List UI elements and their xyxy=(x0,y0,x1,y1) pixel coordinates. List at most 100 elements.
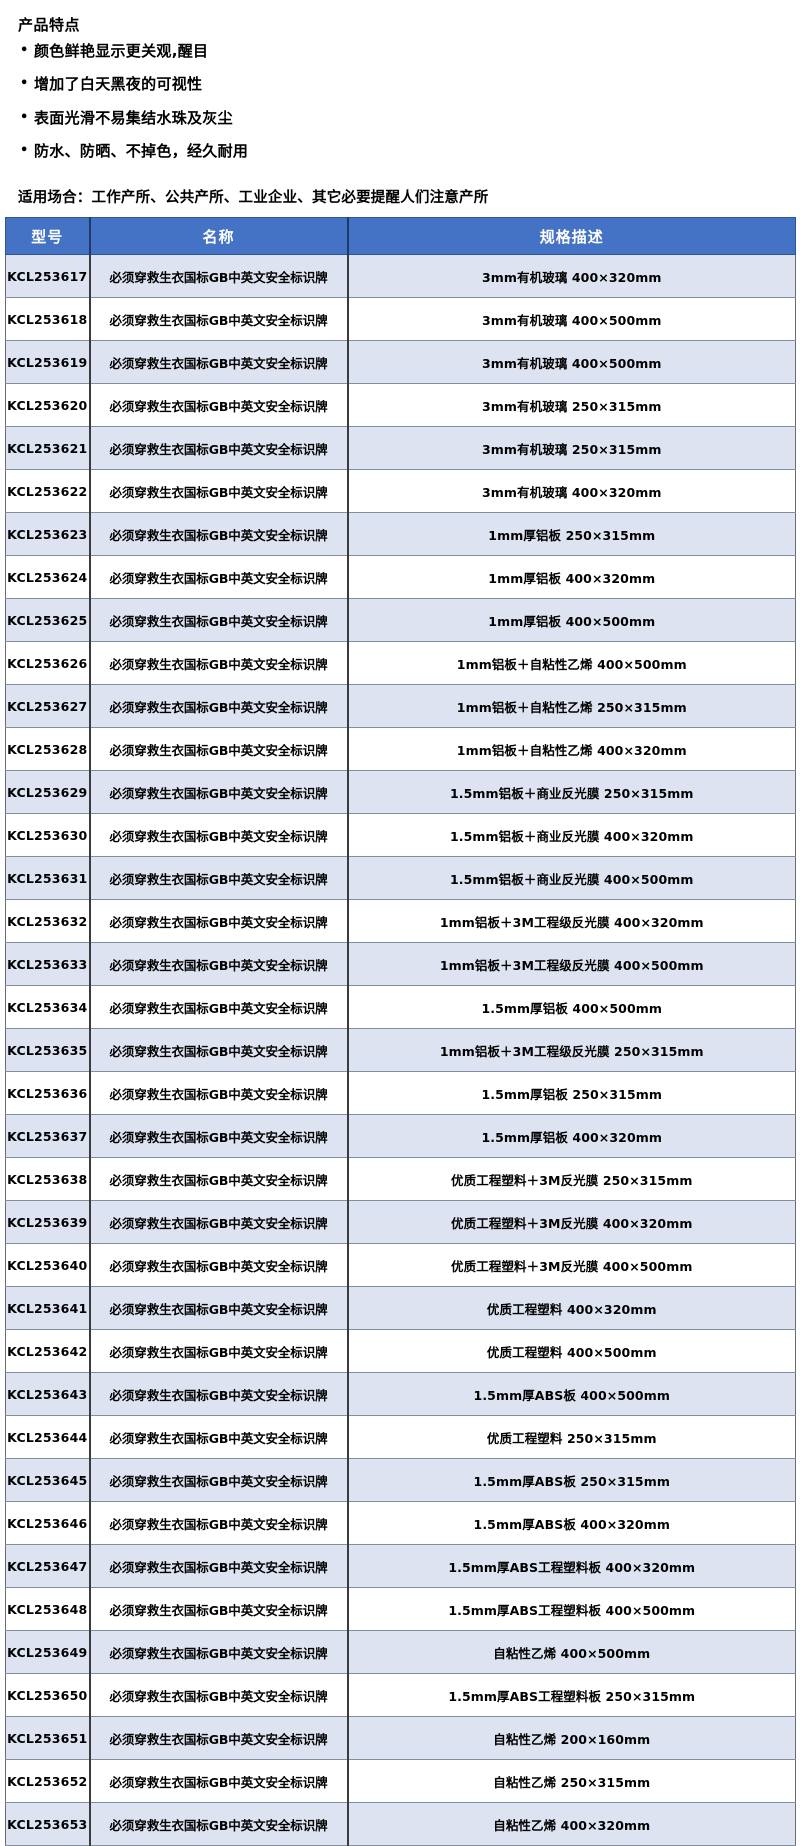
cell-model-number: KCL253646 xyxy=(5,1501,91,1546)
cell-specification: 1mm铝板＋自粘性乙烯 250×315mm xyxy=(347,684,796,729)
cell-model-number: KCL253627 xyxy=(5,684,91,729)
cell-model-number: KCL253644 xyxy=(5,1415,91,1460)
table-row: KCL253645 必须穿救生衣国标GB中英文安全标识牌 1.5mm厚ABS板 25… xyxy=(5,1458,796,1503)
spec-table-container: 型号 名称 规格描述 KCL253617 必须穿救生衣国标GB中英文安全标识牌 3m… xyxy=(0,217,800,1846)
table-row: KCL253640 必须穿救生衣国标GB中英文安全标识牌 优质工程塑料＋3M反光膜 … xyxy=(5,1243,796,1288)
cell-specification: 自粘性乙烯 250×315mm xyxy=(347,1759,796,1804)
cell-model-number: KCL253629 xyxy=(5,770,91,815)
table-row: KCL253635 必须穿救生衣国标GB中英文安全标识牌 1mm铝板＋3M工程级反光… xyxy=(5,1028,796,1073)
feature-item: • 增加了白天黑夜的可视性 xyxy=(18,76,800,93)
cell-product-name: 必须穿救生衣国标GB中英文安全标识牌 xyxy=(89,856,349,901)
cell-product-name: 必须穿救生衣国标GB中英文安全标识牌 xyxy=(89,254,349,299)
product-features-section: 产品特点 • 颜色鲜艳显示更关观,醒目 • 增加了白天黑夜的可视性 • 表面光滑不易集结水… xyxy=(0,0,800,160)
feature-item: • 防水、防晒、不掉色，经久耐用 xyxy=(18,141,800,160)
cell-specification: 1mm铝板＋自粘性乙烯 400×320mm xyxy=(347,727,796,772)
table-row: KCL253620 必须穿救生衣国标GB中英文安全标识牌 3mm有机玻璃 250×3… xyxy=(5,383,796,428)
table-row: KCL253651 必须穿救生衣国标GB中英文安全标识牌 自粘性乙烯 200×160… xyxy=(5,1716,796,1761)
cell-model-number: KCL253617 xyxy=(5,254,91,299)
feature-item-label: 颜色鲜艳显示更关观,醒目 xyxy=(34,42,209,60)
table-row: KCL253648 必须穿救生衣国标GB中英文安全标识牌 1.5mm厚ABS工程塑料… xyxy=(5,1587,796,1632)
cell-specification: 1mm厚铝板 250×315mm xyxy=(347,512,796,557)
table-row: KCL253652 必须穿救生衣国标GB中英文安全标识牌 自粘性乙烯 250×315… xyxy=(5,1759,796,1804)
column-header-name: 名称 xyxy=(89,217,349,256)
cell-specification: 3mm有机玻璃 400×320mm xyxy=(347,254,796,299)
cell-product-name: 必须穿救生衣国标GB中英文安全标识牌 xyxy=(89,1415,349,1460)
table-row: KCL253642 必须穿救生衣国标GB中英文安全标识牌 优质工程塑料 400×50… xyxy=(5,1329,796,1374)
cell-specification: 1.5mm厚铝板 400×500mm xyxy=(347,985,796,1030)
cell-model-number: KCL253650 xyxy=(5,1673,91,1718)
cell-product-name: 必须穿救生衣国标GB中英文安全标识牌 xyxy=(89,512,349,557)
cell-specification: 1.5mm厚ABS板 400×320mm xyxy=(347,1501,796,1546)
cell-specification: 自粘性乙烯 400×320mm xyxy=(347,1802,796,1846)
cell-product-name: 必须穿救生衣国标GB中英文安全标识牌 xyxy=(89,1157,349,1202)
cell-model-number: KCL253638 xyxy=(5,1157,91,1202)
cell-specification: 1.5mm厚ABS工程塑料板 400×320mm xyxy=(347,1544,796,1589)
cell-specification: 1mm铝板＋3M工程级反光膜 400×320mm xyxy=(347,899,796,944)
table-row: KCL253627 必须穿救生衣国标GB中英文安全标识牌 1mm铝板＋自粘性乙烯 2… xyxy=(5,684,796,729)
cell-model-number: KCL253643 xyxy=(5,1372,91,1417)
table-row: KCL253641 必须穿救生衣国标GB中英文安全标识牌 优质工程塑料 400×32… xyxy=(5,1286,796,1331)
cell-product-name: 必须穿救生衣国标GB中英文安全标识牌 xyxy=(89,1716,349,1761)
spec-table-body: KCL253617 必须穿救生衣国标GB中英文安全标识牌 3mm有机玻璃 400×3… xyxy=(5,254,796,1846)
table-row: KCL253650 必须穿救生衣国标GB中英文安全标识牌 1.5mm厚ABS工程塑料… xyxy=(5,1673,796,1718)
table-row: KCL253631 必须穿救生衣国标GB中英文安全标识牌 1.5mm铝板＋商业反光膜… xyxy=(5,856,796,901)
cell-specification: 1.5mm铝板＋商业反光膜 400×500mm xyxy=(347,856,796,901)
cell-product-name: 必须穿救生衣国标GB中英文安全标识牌 xyxy=(89,1587,349,1632)
features-heading: 产品特点 xyxy=(18,16,81,34)
table-row: KCL253625 必须穿救生衣国标GB中英文安全标识牌 1mm厚铝板 400×50… xyxy=(5,598,796,643)
cell-specification: 1.5mm厚ABS工程塑料板 250×315mm xyxy=(347,1673,796,1718)
cell-specification: 1mm铝板＋3M工程级反光膜 400×500mm xyxy=(347,942,796,987)
table-row: KCL253626 必须穿救生衣国标GB中英文安全标识牌 1mm铝板＋自粘性乙烯 4… xyxy=(5,641,796,686)
cell-specification: 1mm铝板＋3M工程级反光膜 250×315mm xyxy=(347,1028,796,1073)
cell-model-number: KCL253628 xyxy=(5,727,91,772)
cell-model-number: KCL253623 xyxy=(5,512,91,557)
cell-product-name: 必须穿救生衣国标GB中英文安全标识牌 xyxy=(89,1501,349,1546)
table-row: KCL253628 必须穿救生衣国标GB中英文安全标识牌 1mm铝板＋自粘性乙烯 4… xyxy=(5,727,796,772)
cell-specification: 1.5mm厚铝板 400×320mm xyxy=(347,1114,796,1159)
cell-model-number: KCL253621 xyxy=(5,426,91,471)
cell-product-name: 必须穿救生衣国标GB中英文安全标识牌 xyxy=(89,899,349,944)
table-row: KCL253617 必须穿救生衣国标GB中英文安全标识牌 3mm有机玻璃 400×3… xyxy=(5,254,796,299)
cell-product-name: 必须穿救生衣国标GB中英文安全标识牌 xyxy=(89,469,349,514)
cell-model-number: KCL253642 xyxy=(5,1329,91,1374)
feature-item-label: 防水、防晒、不掉色，经久耐用 xyxy=(34,141,249,160)
cell-specification: 1.5mm铝板＋商业反光膜 250×315mm xyxy=(347,770,796,815)
cell-product-name: 必须穿救生衣国标GB中英文安全标识牌 xyxy=(89,1243,349,1288)
table-row: KCL253636 必须穿救生衣国标GB中英文安全标识牌 1.5mm厚铝板 250×… xyxy=(5,1071,796,1116)
cell-model-number: KCL253635 xyxy=(5,1028,91,1073)
bullet-icon: • xyxy=(20,43,29,58)
cell-model-number: KCL253619 xyxy=(5,340,91,385)
cell-product-name: 必须穿救生衣国标GB中英文安全标识牌 xyxy=(89,1114,349,1159)
cell-product-name: 必须穿救生衣国标GB中英文安全标识牌 xyxy=(89,1286,349,1331)
cell-specification: 1.5mm铝板＋商业反光膜 400×320mm xyxy=(347,813,796,858)
table-row: KCL253619 必须穿救生衣国标GB中英文安全标识牌 3mm有机玻璃 400×5… xyxy=(5,340,796,385)
feature-item-label: 增加了白天黑夜的可视性 xyxy=(34,75,203,94)
feature-item: • 颜色鲜艳显示更关观,醒目 xyxy=(18,42,800,60)
cell-product-name: 必须穿救生衣国标GB中英文安全标识牌 xyxy=(89,1630,349,1675)
cell-product-name: 必须穿救生衣国标GB中英文安全标识牌 xyxy=(89,1200,349,1245)
cell-specification: 优质工程塑料 400×320mm xyxy=(347,1286,796,1331)
cell-product-name: 必须穿救生衣国标GB中英文安全标识牌 xyxy=(89,598,349,643)
table-row: KCL253653 必须穿救生衣国标GB中英文安全标识牌 自粘性乙烯 400×320… xyxy=(5,1802,796,1846)
cell-specification: 3mm有机玻璃 400×320mm xyxy=(347,469,796,514)
cell-model-number: KCL253625 xyxy=(5,598,91,643)
table-row: KCL253632 必须穿救生衣国标GB中英文安全标识牌 1mm铝板＋3M工程级反光… xyxy=(5,899,796,944)
cell-product-name: 必须穿救生衣国标GB中英文安全标识牌 xyxy=(89,383,349,428)
cell-model-number: KCL253633 xyxy=(5,942,91,987)
features-list: • 颜色鲜艳显示更关观,醒目 • 增加了白天黑夜的可视性 • 表面光滑不易集结水珠及灰尘 •… xyxy=(18,42,800,160)
cell-specification: 3mm有机玻璃 400×500mm xyxy=(347,297,796,342)
cell-product-name: 必须穿救生衣国标GB中英文安全标识牌 xyxy=(89,340,349,385)
cell-model-number: KCL253649 xyxy=(5,1630,91,1675)
cell-model-number: KCL253624 xyxy=(5,555,91,600)
cell-model-number: KCL253653 xyxy=(5,1802,91,1846)
cell-product-name: 必须穿救生衣国标GB中英文安全标识牌 xyxy=(89,1802,349,1846)
cell-product-name: 必须穿救生衣国标GB中英文安全标识牌 xyxy=(89,770,349,815)
cell-model-number: KCL253640 xyxy=(5,1243,91,1288)
table-row: KCL253643 必须穿救生衣国标GB中英文安全标识牌 1.5mm厚ABS板 40… xyxy=(5,1372,796,1417)
feature-item-label: 表面光滑不易集结水珠及灰尘 xyxy=(34,108,233,127)
column-header-spec: 规格描述 xyxy=(347,217,796,256)
cell-specification: 1.5mm厚ABS板 250×315mm xyxy=(347,1458,796,1503)
table-row: KCL253624 必须穿救生衣国标GB中英文安全标识牌 1mm厚铝板 400×32… xyxy=(5,555,796,600)
table-row: KCL253647 必须穿救生衣国标GB中英文安全标识牌 1.5mm厚ABS工程塑料… xyxy=(5,1544,796,1589)
